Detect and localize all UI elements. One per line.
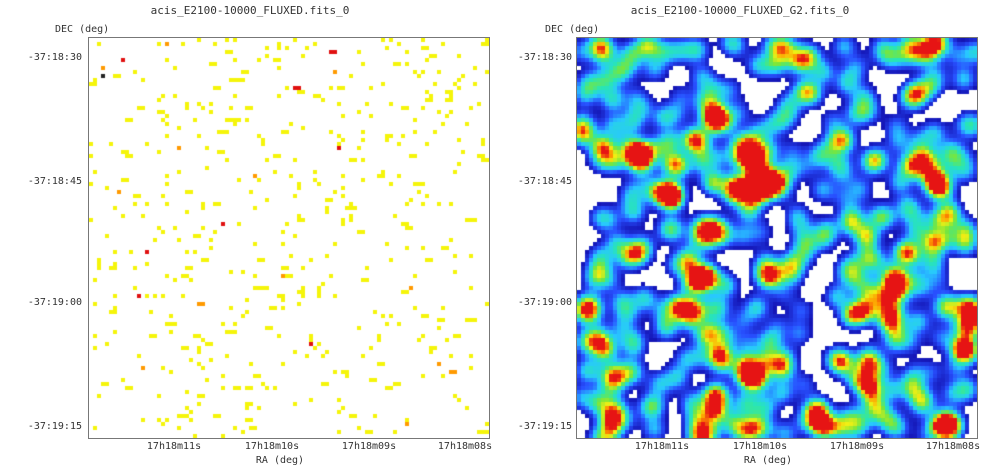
panel-title: acis_E2100-10000_FLUXED.fits_0	[150, 4, 350, 17]
ra-axis-label: RA (deg)	[255, 455, 305, 466]
image-panel-smoothed: acis_E2100-10000_FLUXED_G2.fits_0 DEC (d…	[490, 0, 990, 475]
ra-tick-label: 17h18m10s	[244, 441, 300, 452]
ra-tick-label: 17h18m10s	[732, 441, 788, 452]
ra-axis-label: RA (deg)	[743, 455, 793, 466]
dec-axis-label: DEC (deg)	[545, 24, 600, 35]
dec-tick-label: -37:18:30	[517, 52, 572, 63]
fits-image-smoothed[interactable]	[576, 37, 978, 439]
ra-tick-label: 17h18m08s	[437, 441, 493, 452]
dec-tick-label: -37:19:15	[27, 421, 82, 432]
dec-tick-label: -37:19:00	[517, 297, 572, 308]
image-canvas[interactable]	[89, 38, 489, 438]
dec-tick-label: -37:19:15	[517, 421, 572, 432]
fits-image-raw[interactable]	[88, 37, 490, 439]
dec-tick-label: -37:18:45	[517, 176, 572, 187]
dec-tick-label: -37:18:45	[27, 176, 82, 187]
image-panel-raw: acis_E2100-10000_FLUXED.fits_0 DEC (deg)…	[27, 4, 493, 466]
ra-tick-label: 17h18m08s	[925, 441, 981, 452]
ra-tick-label: 17h18m09s	[341, 441, 397, 452]
ra-tick-label: 17h18m11s	[146, 441, 202, 452]
dec-tick-label: -37:19:00	[27, 297, 82, 308]
panel-title: acis_E2100-10000_FLUXED_G2.fits_0	[630, 4, 850, 17]
ra-tick-label: 17h18m11s	[634, 441, 690, 452]
ra-tick-label: 17h18m09s	[829, 441, 885, 452]
dec-axis-label: DEC (deg)	[55, 24, 110, 35]
dec-tick-label: -37:18:30	[27, 52, 82, 63]
image-canvas[interactable]	[577, 38, 977, 438]
